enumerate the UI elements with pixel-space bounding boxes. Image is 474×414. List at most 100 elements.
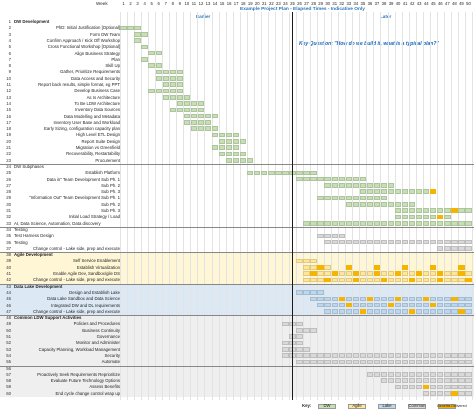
schedule-cell-common <box>317 233 324 239</box>
task-label: Sub Ph. 2 <box>101 182 120 188</box>
schedule-cell-dw <box>401 202 409 207</box>
schedule-cell-dw <box>408 202 416 207</box>
schedule-cell-common <box>430 353 437 358</box>
schedule-cell-agile <box>310 258 317 264</box>
benefit-delivered-cell <box>408 309 416 314</box>
schedule-cell-dw <box>134 38 141 43</box>
task-label: Self Service Enablement <box>72 258 120 264</box>
schedule-cell-dw <box>310 170 317 176</box>
schedule-cell-agile <box>345 277 352 283</box>
schedule-cell-dw <box>359 176 367 182</box>
schedule-cell-dw <box>225 132 233 138</box>
schedule-cell-lake <box>373 296 381 302</box>
schedule-cell-lake <box>444 309 451 314</box>
schedule-cell-dw <box>232 145 240 150</box>
schedule-cell-agile <box>310 265 317 270</box>
task-row: 19 High Level ETL Design <box>0 132 474 137</box>
schedule-cell-common <box>401 384 409 390</box>
schedule-cell-dw <box>317 195 324 201</box>
week-gridline <box>310 12 312 400</box>
week-gridline <box>303 12 305 400</box>
row-number: 51 <box>6 334 11 339</box>
schedule-cell-dw <box>345 195 352 201</box>
row-number: 29 <box>6 195 11 201</box>
schedule-cell-dw <box>394 214 402 220</box>
task-label: Gather, Prioritize Requirements <box>60 69 120 75</box>
schedule-cell-dw <box>394 208 402 213</box>
task-label: Inventory Data Sources <box>75 107 120 113</box>
schedule-cell-dw <box>394 220 402 226</box>
task-label: Sub Ph. 3 <box>101 208 120 213</box>
legend-swatch <box>348 403 366 409</box>
row-number: 56 <box>6 365 11 371</box>
schedule-cell-agile <box>359 277 367 283</box>
schedule-cell-lake <box>465 309 472 314</box>
schedule-cell-common <box>423 359 430 365</box>
schedule-cell-dw <box>380 202 388 207</box>
task-row: 33 AI, Data Science, Automation, Data dis… <box>0 221 474 226</box>
schedule-cell-dw <box>162 82 169 87</box>
schedule-cell-common <box>331 359 338 365</box>
schedule-cell-dw <box>232 132 240 138</box>
schedule-cell-dw <box>394 189 402 195</box>
task-label: DW Subphases <box>14 163 44 169</box>
task-row: 58 Evaluate Future Technology Options <box>0 378 474 383</box>
benefit-delivered-cell <box>366 296 374 302</box>
schedule-cell-lake <box>317 290 324 295</box>
benefit-delivered-cell <box>338 296 345 302</box>
benefit-delivered-cell <box>430 265 437 270</box>
benefit-delivered-cell <box>345 265 352 270</box>
schedule-cell-common <box>324 353 331 358</box>
week-gridline <box>267 12 269 400</box>
schedule-cell-dw <box>162 94 169 100</box>
schedule-cell-dw <box>218 132 226 138</box>
schedule-cell-lake <box>373 302 381 308</box>
schedule-cell-agile <box>338 271 345 276</box>
task-label: PhD: Initial Justification [Optional] <box>55 25 120 31</box>
schedule-cell-dw <box>148 63 155 69</box>
schedule-cell-dw <box>296 170 303 176</box>
schedule-cell-dw <box>444 208 451 213</box>
schedule-cell-common <box>408 378 416 384</box>
week-gridline <box>169 12 171 400</box>
week-gridline <box>450 12 452 400</box>
row-number: 52 <box>6 340 11 346</box>
schedule-cell-lake <box>352 309 359 314</box>
schedule-cell-dw <box>366 189 374 195</box>
schedule-cell-dw <box>247 157 254 163</box>
schedule-cell-common <box>345 353 352 358</box>
schedule-cell-dw <box>148 88 155 94</box>
legend-item: Agile <box>348 402 378 410</box>
schedule-cell-dw <box>239 151 247 157</box>
benefit-delivered-cell <box>373 271 381 276</box>
schedule-cell-dw <box>359 195 367 201</box>
schedule-cell-lake <box>458 296 465 302</box>
section-separator <box>0 226 474 228</box>
schedule-cell-agile <box>324 271 331 276</box>
schedule-cell-common <box>282 346 289 352</box>
task-label: Cross Functional Workshop [Optional] <box>47 44 120 50</box>
task-label: Agile Development <box>14 252 53 258</box>
schedule-cell-common <box>430 239 437 245</box>
legend-swatch <box>318 403 336 409</box>
schedule-cell-common <box>373 239 381 245</box>
row-number: 48 <box>6 315 11 321</box>
schedule-cell-agile <box>394 277 402 283</box>
row-number: 43 <box>6 283 11 289</box>
schedule-cell-common <box>415 372 423 377</box>
week-number: 25 <box>290 1 295 6</box>
schedule-cell-common <box>465 359 472 365</box>
benefit-delivered-cell <box>345 302 352 308</box>
task-row: 37 Change control - Lake side, prep and e… <box>0 246 474 251</box>
week-gridline <box>120 12 121 400</box>
task-row: 38 Agile Development <box>0 252 474 257</box>
benefit-delivered-cell <box>430 302 437 308</box>
week-gridline <box>464 12 466 400</box>
task-label: Develop Business Case <box>74 88 120 94</box>
task-label: Testing <box>14 239 28 245</box>
task-row: 11 Report back results, simple format, eg… <box>0 82 474 87</box>
task-row: 1 DW Development <box>0 19 474 24</box>
task-label: As Is Architecture <box>86 94 120 100</box>
task-label: Change control - Lake side, prep and exe… <box>33 245 120 251</box>
week-number: 40 <box>395 1 401 6</box>
